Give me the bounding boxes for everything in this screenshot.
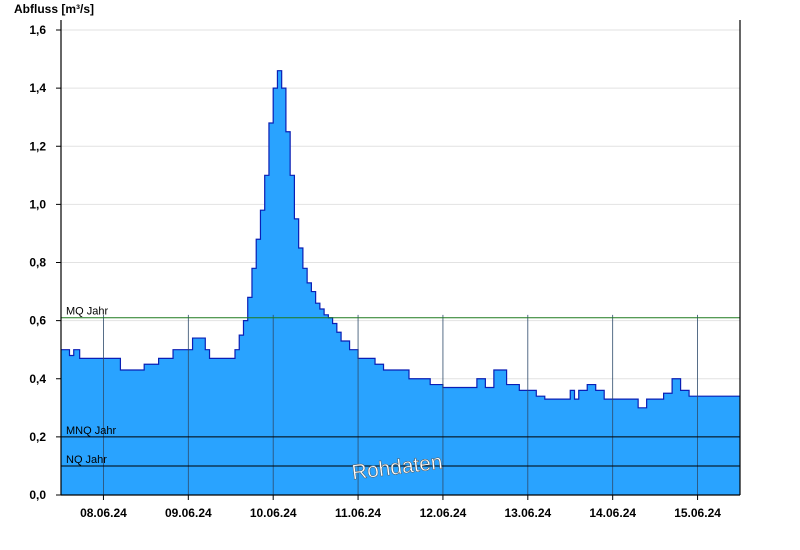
- y-axis-label: Abfluss [m³/s]: [14, 2, 94, 16]
- y-tick-label: 0,8: [29, 256, 46, 270]
- y-axis-ticks: 0,0 0,2 0,4 0,6 0,8 1,0 1,2 1,4 1,6: [29, 23, 61, 502]
- x-tick-label: 13.06.24: [504, 506, 551, 520]
- y-tick-label: 0,2: [29, 430, 46, 444]
- day-separator-lines: [103, 314, 698, 495]
- y-tick-label: 1,4: [29, 81, 46, 95]
- axes: [60, 20, 741, 496]
- reference-label: MNQ Jahr: [66, 425, 116, 437]
- y-tick-label: 1,6: [29, 23, 46, 37]
- reference-lines: MQ Jahr MNQ Jahr NQ Jahr: [61, 306, 740, 467]
- x-tick-label: 15.06.24: [674, 506, 721, 520]
- reference-label: MQ Jahr: [66, 306, 109, 318]
- y-tick-label: 0,4: [29, 372, 46, 386]
- discharge-line: [61, 70, 740, 409]
- x-tick-label: 14.06.24: [589, 506, 636, 520]
- x-tick-label: 11.06.24: [335, 506, 381, 520]
- y-tick-label: 0,6: [29, 314, 46, 328]
- reference-label: NQ Jahr: [66, 454, 107, 466]
- y-tick-label: 1,2: [29, 139, 46, 153]
- y-tick-label: 0,0: [29, 488, 46, 502]
- x-axis-ticks: 08.06.24 09.06.24 10.06.24 11.06.24 12.06.24…: [80, 495, 721, 520]
- x-tick-label: 09.06.24: [165, 506, 212, 520]
- x-tick-label: 10.06.24: [250, 506, 297, 520]
- y-tick-label: 1,0: [29, 197, 46, 211]
- area-layer: [61, 70, 740, 495]
- discharge-area: [61, 70, 740, 495]
- x-tick-label: 12.06.24: [420, 506, 467, 520]
- x-tick-label: 08.06.24: [80, 506, 127, 520]
